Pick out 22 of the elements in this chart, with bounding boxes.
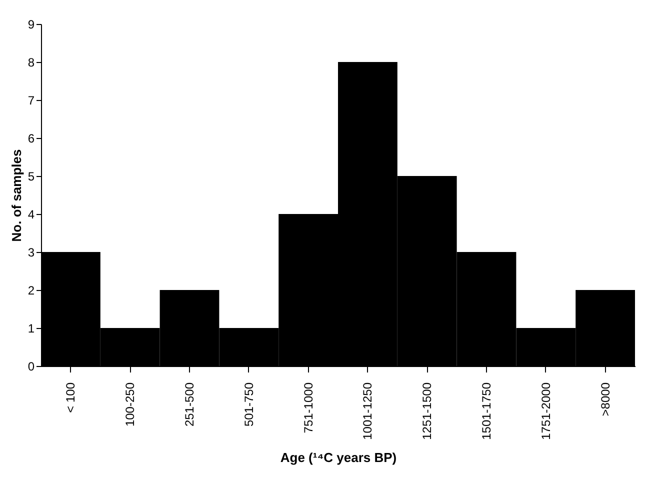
y-tick-label: 8 xyxy=(28,56,35,70)
y-tick-label: 6 xyxy=(28,132,35,146)
x-axis-title: Age (¹⁴C years BP) xyxy=(280,450,397,465)
y-axis-title: No. of samples xyxy=(8,149,24,242)
y-tick-label: 9 xyxy=(28,18,35,32)
y-tick-label: 1 xyxy=(28,322,35,336)
y-tick-label: 4 xyxy=(28,208,35,222)
y-tick-label: 2 xyxy=(28,284,35,298)
y-tick-label: 5 xyxy=(28,170,35,184)
y-tick-label: 7 xyxy=(28,94,35,108)
y-tick-label: 0 xyxy=(28,360,35,374)
y-tick-label: 3 xyxy=(28,246,35,260)
x-tick-label: 501-750 xyxy=(242,382,256,427)
x-tick-label: 251-500 xyxy=(182,382,196,427)
x-tick-label: 751-1000 xyxy=(301,382,316,434)
x-tick-label: 1751-2000 xyxy=(538,382,553,440)
x-tick-label: 100-250 xyxy=(123,382,138,427)
x-tick-label: < 100 xyxy=(64,382,78,413)
x-tick-label: >8000 xyxy=(598,382,612,416)
x-tick-label: 1251-1500 xyxy=(420,382,434,440)
x-tick-label: 1501-1750 xyxy=(480,382,494,440)
x-tick-label: 1001-1250 xyxy=(360,382,375,440)
